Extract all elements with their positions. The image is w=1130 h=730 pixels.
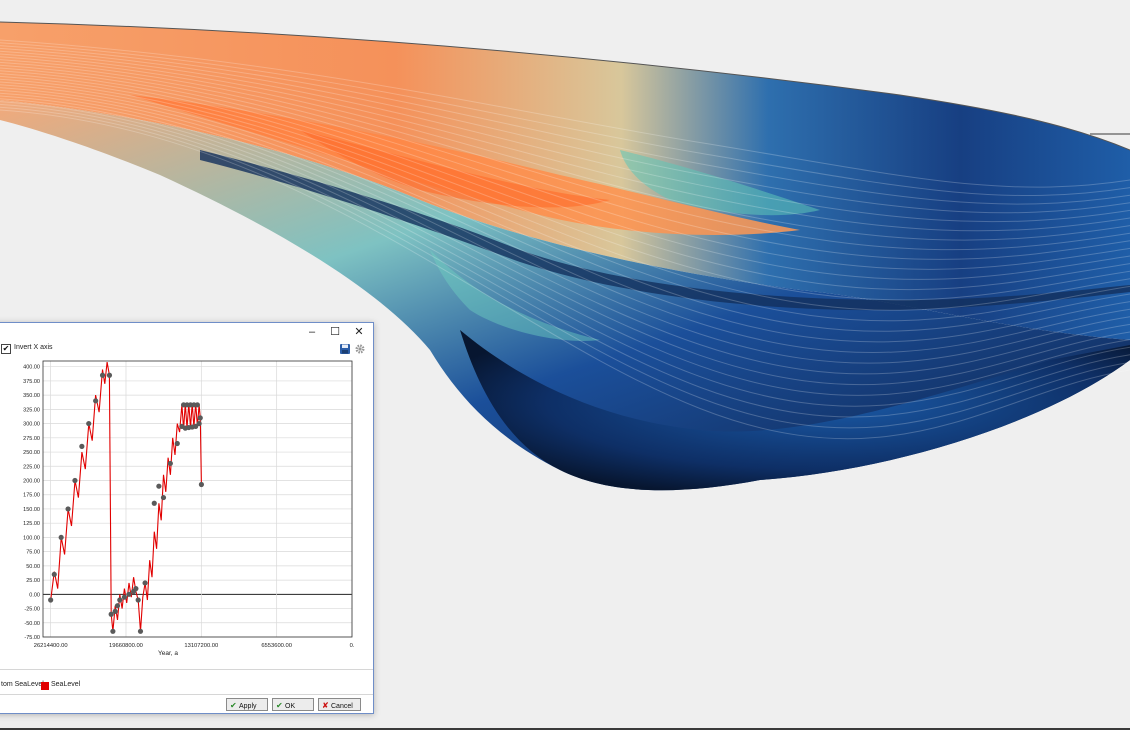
sealevel-line-chart[interactable]: 400.00 375.00 350.00 325.00 300.00 275.00 250.… [0, 357, 367, 657]
y-tick-label: 75.00 [26, 550, 40, 556]
maximize-button[interactable]: ☐ [330, 326, 340, 338]
data-point-marker[interactable] [110, 628, 116, 634]
y-tick-label: 375.00 [23, 379, 40, 385]
y-tick-label: 100.00 [23, 535, 40, 541]
data-point-marker[interactable] [151, 500, 157, 506]
data-point-marker[interactable] [106, 372, 113, 378]
save-icon[interactable] [339, 343, 351, 355]
data-point-marker[interactable] [99, 372, 106, 378]
y-tick-label: 250.00 [23, 450, 40, 456]
dialog-toolbar: ✔ Invert X axis [0, 341, 373, 357]
check-icon: ✔ [230, 701, 237, 710]
legend-swatch-sealevel [41, 682, 49, 690]
data-point-marker[interactable] [117, 597, 123, 603]
gear-icon[interactable] [354, 343, 366, 355]
close-button[interactable]: ✕ [354, 326, 364, 338]
data-point-marker[interactable] [197, 415, 203, 421]
x-tick-label: 0. [350, 643, 355, 649]
x-tick-label: 6553600.00 [261, 643, 292, 649]
cancel-icon: ✘ [322, 701, 329, 710]
data-point-marker[interactable] [48, 597, 54, 603]
y-tick-label: 400.00 [23, 365, 40, 371]
data-point-marker[interactable] [137, 628, 144, 634]
data-point-marker[interactable] [65, 506, 71, 512]
data-point-marker[interactable] [114, 603, 121, 609]
data-point-marker[interactable] [126, 591, 132, 597]
data-point-marker[interactable] [72, 477, 78, 484]
x-tick-label: 19660800.00 [109, 643, 143, 649]
data-point-marker[interactable] [86, 420, 92, 427]
data-point-marker[interactable] [108, 611, 114, 617]
cancel-button[interactable]: ✘ Cancel [318, 698, 361, 711]
data-point-marker[interactable] [51, 571, 57, 578]
check-icon: ✔ [276, 701, 283, 710]
data-point-marker[interactable] [58, 534, 64, 541]
sealevel-chart-dialog[interactable]: – ☐ ✕ ✔ Invert X axis 400.00 375.00 350.00… [0, 322, 374, 714]
y-tick-label: 0.00 [29, 592, 40, 598]
invert-x-axis-label: Invert X axis [14, 344, 53, 351]
x-axis-label: Year, a [158, 650, 178, 657]
data-point-marker[interactable] [198, 481, 205, 488]
y-tick-label: 350.00 [23, 393, 40, 399]
legend-separator [0, 669, 373, 670]
y-tick-label: -25.00 [24, 607, 40, 613]
x-tick-label: 26214400.00 [34, 643, 68, 649]
minimize-button[interactable]: – [308, 326, 316, 338]
invert-x-axis-checkbox[interactable]: ✔ [1, 344, 11, 354]
buttons-separator [0, 694, 373, 695]
y-tick-label: 300.00 [23, 422, 40, 428]
apply-button[interactable]: ✔ Apply [226, 698, 268, 711]
y-tick-label: 275.00 [23, 436, 40, 442]
y-tick-label: -75.00 [24, 635, 40, 641]
y-tick-label: 225.00 [23, 464, 40, 470]
dialog-titlebar[interactable]: – ☐ ✕ [0, 323, 373, 341]
y-tick-label: 125.00 [23, 521, 40, 527]
data-point-marker[interactable] [121, 594, 127, 600]
y-tick-label: 175.00 [23, 493, 40, 499]
data-point-marker[interactable] [135, 597, 141, 603]
data-point-marker[interactable] [112, 608, 118, 614]
ok-button[interactable]: ✔ OK [272, 698, 314, 711]
data-point-marker[interactable] [193, 423, 199, 430]
data-point-marker[interactable] [133, 586, 139, 592]
x-tick-label: 13107200.00 [184, 643, 218, 649]
y-tick-label: -50.00 [24, 621, 40, 627]
data-point-marker[interactable] [174, 440, 180, 447]
y-tick-label: 325.00 [23, 407, 40, 413]
data-point-marker[interactable] [160, 494, 167, 501]
data-point-marker[interactable] [167, 460, 173, 467]
y-tick-label: 150.00 [23, 507, 40, 513]
data-point-marker[interactable] [196, 420, 202, 427]
data-point-marker[interactable] [156, 483, 162, 489]
legend-entry-label: tom SeaLevel [1, 681, 44, 688]
viewport-bottom-border [0, 728, 1130, 730]
data-point-marker[interactable] [194, 402, 200, 408]
data-point-marker[interactable] [79, 443, 85, 449]
legend-entry-sealevel: SeaLevel [51, 681, 81, 688]
y-tick-label: 25.00 [26, 578, 40, 584]
plot-frame [42, 360, 353, 638]
y-tick-label: 200.00 [23, 479, 40, 485]
data-point-marker[interactable] [93, 398, 99, 404]
data-point-marker[interactable] [142, 580, 148, 586]
y-tick-label: 50.00 [26, 564, 40, 570]
